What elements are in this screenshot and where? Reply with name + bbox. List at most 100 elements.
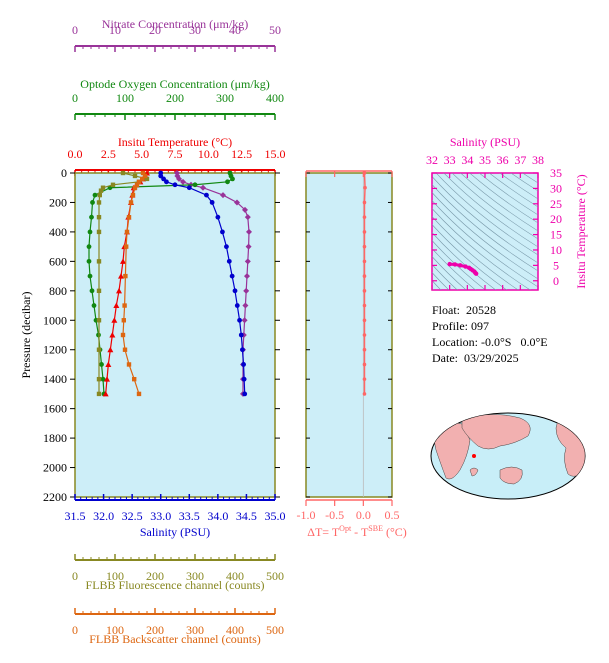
backscatter-axis-title: FLBB Backscatter channel (counts): [89, 632, 261, 646]
backscatter-point: [126, 214, 132, 220]
temperature-point: [109, 332, 116, 338]
nitrate-point: [244, 258, 251, 265]
dt-point: [362, 200, 367, 205]
salinity-point: [240, 347, 245, 353]
backscatter-tick-label: 200: [146, 623, 164, 637]
ts-point: [452, 262, 458, 267]
ts-y-tick-label: 10: [550, 243, 562, 257]
dt-tick-label: -0.5: [325, 508, 344, 522]
fluorescence-point: [96, 229, 102, 235]
salinity-point: [158, 173, 164, 179]
nitrate-point: [241, 317, 248, 324]
temperature-tick-label: 0.0: [68, 147, 83, 161]
backscatter-point: [140, 176, 145, 182]
temperature-tick-label: 10.0: [198, 147, 219, 161]
fluorescence-tick-label: 400: [226, 569, 244, 583]
salinity-tick-label: 32.0: [93, 509, 114, 523]
dt-point: [362, 215, 367, 219]
main-top-axes: 0 10 20 30 40 50 Nitrate Concentration (μm/kg)…: [68, 17, 286, 176]
fluorescence-tick-label: 500: [266, 569, 284, 583]
oxygen-point: [86, 244, 92, 250]
dt-title-superscript: SBE: [368, 524, 383, 533]
temperature-axis-title: Insitu Temperature (°C): [118, 135, 232, 149]
salinity-point: [241, 376, 247, 382]
dt-point: [362, 377, 367, 381]
oxygen-point: [89, 288, 95, 294]
dt-point: [362, 347, 367, 352]
temperature-tick-label: 15.0: [265, 147, 286, 161]
dt-title-text: (°C): [383, 525, 407, 539]
profile-line: Profile: 097: [432, 319, 489, 334]
ts-x-tick-label: 36: [497, 153, 509, 167]
salinity-point: [242, 391, 248, 397]
ts-contour: [432, 280, 442, 290]
ts-y-tick-label: 20: [550, 212, 562, 226]
dt-background: [305, 172, 393, 498]
salinity-point: [234, 303, 240, 308]
pressure-tick-label: 2200: [43, 490, 67, 504]
fluorescence-point: [96, 200, 102, 205]
dt-point: [362, 171, 367, 175]
ts-x-tick-label: 37: [514, 153, 526, 167]
oxygen-point: [89, 214, 94, 220]
backscatter-point: [123, 273, 128, 279]
backscatter-point: [124, 244, 129, 249]
ts-contour: [432, 240, 486, 290]
profile-label: Profile:: [432, 319, 468, 333]
nitrate-point: [244, 214, 251, 221]
dt-title-text: - T: [351, 525, 369, 539]
ts-contour: [432, 176, 538, 264]
ts-contour: [469, 173, 538, 224]
delta-temperature-plot: -1.0 -0.5 0.0 0.5 ΔT= TOpt - TSBE (°C): [297, 170, 407, 539]
nitrate-point: [246, 228, 252, 235]
ts-point: [473, 271, 479, 276]
salinity-point: [172, 182, 178, 188]
salinity-point: [238, 332, 244, 338]
fluorescence-point: [97, 192, 102, 198]
pressure-tick-label: 1600: [43, 402, 67, 416]
pressure-tick-label: 800: [49, 284, 67, 298]
backscatter-point: [136, 391, 142, 397]
pressure-tick-label: 1800: [43, 431, 67, 445]
temperature-point: [105, 361, 112, 367]
ts-contour: [432, 264, 458, 290]
date-line: Date: 03/29/2025: [432, 351, 519, 366]
fluorescence-point: [96, 259, 102, 264]
temperature-point: [116, 287, 122, 294]
oxygen-tick-label: 0: [72, 91, 78, 105]
oxygen-point: [87, 273, 93, 279]
salinity-tick-label: 31.5: [65, 509, 86, 523]
fluorescence-point: [120, 170, 126, 176]
dt-point: [362, 289, 367, 293]
ts-contour: [435, 173, 538, 256]
ts-contour: [432, 192, 538, 280]
fluorescence-point: [96, 288, 102, 294]
float-value: 20528: [466, 303, 497, 317]
temperature-point: [113, 302, 120, 309]
oxygen-tick-label: 200: [166, 91, 184, 105]
dt-tick-label: -1.0: [297, 508, 316, 522]
fluorescence-point: [96, 376, 102, 382]
date-label: Date:: [432, 351, 458, 365]
pressure-tick-label: 400: [49, 225, 67, 239]
temperature-point: [120, 258, 126, 264]
backscatter-point: [120, 332, 126, 338]
salinity-point: [204, 192, 209, 198]
ts-x-tick-label: 34: [461, 153, 473, 167]
oxygen-point: [91, 303, 97, 308]
backscatter-tick-label: 100: [106, 623, 124, 637]
backscatter-point: [122, 303, 127, 308]
nitrate-point: [176, 175, 182, 182]
fluorescence-point: [144, 176, 150, 182]
pressure-tick-label: 0: [61, 166, 67, 180]
ts-y-axis-title: Insitu Temperature (°C): [574, 174, 588, 288]
ts-contour: [451, 173, 538, 240]
ts-x-tick-label: 32: [426, 153, 438, 167]
nitrate-point: [245, 243, 252, 250]
salinity-tick-label: 34.5: [236, 509, 257, 523]
ts-contour: [432, 248, 477, 290]
ts-y-tick-label: 5: [553, 258, 559, 272]
ts-x-tick-label: 35: [479, 153, 491, 167]
